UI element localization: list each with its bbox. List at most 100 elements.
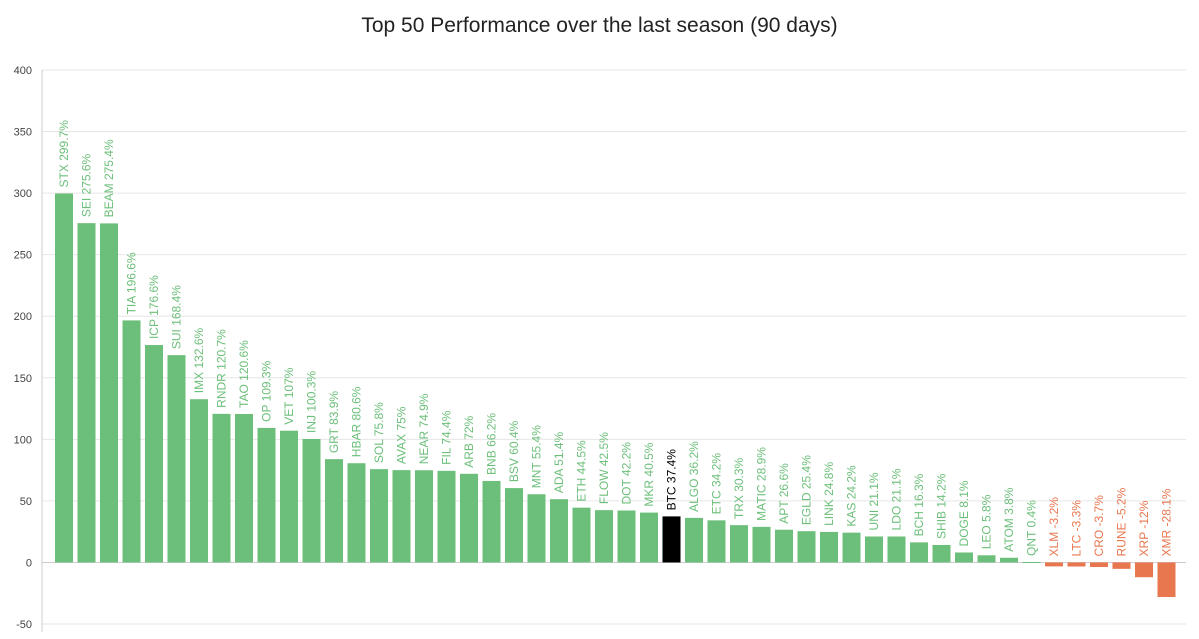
bar-cro: [1090, 562, 1108, 567]
bar-label-arb: ARB 72%: [462, 415, 476, 467]
bar-label-hbar: HBAR 80.6%: [350, 386, 364, 457]
y-tick-label: -50: [16, 619, 32, 631]
bar-label-bsv: BSV 60.4%: [507, 420, 521, 482]
bar-apt: [775, 529, 793, 563]
bar-label-rndr: RNDR 120.7%: [215, 329, 229, 408]
bar-label-ada: ADA 51.4%: [552, 431, 566, 493]
bar-label-sei: SEI 275.6%: [80, 153, 94, 217]
bar-label-fil: FIL 74.4%: [440, 410, 454, 465]
y-tick-label: 0: [26, 557, 32, 569]
bar-kas: [842, 532, 861, 563]
bar-ldo: [887, 536, 906, 563]
bar-label-mkr: MKR 40.5%: [642, 442, 656, 506]
y-tick-label: 50: [20, 496, 32, 508]
bar-label-sol: SOL 75.8%: [372, 402, 386, 463]
bar-label-tao: TAO 120.6%: [237, 340, 251, 408]
bar-ada: [550, 499, 568, 563]
bar-stx: [55, 193, 73, 563]
bar-leo: [977, 555, 996, 563]
chart-title: Top 50 Performance over the last season …: [361, 14, 838, 37]
bar-label-bnb: BNB 66.2%: [485, 413, 499, 475]
y-tick-label: 100: [14, 434, 32, 446]
bar-label-sui: SUI 168.4%: [170, 285, 184, 349]
bar-label-near: NEAR 74.9%: [417, 393, 431, 464]
bar-sui: [167, 355, 186, 563]
bar-trx: [730, 525, 748, 563]
bar-tia: [122, 320, 141, 563]
bar-label-stx: STX 299.7%: [57, 120, 71, 188]
bar-label-avax: AVAX 75%: [395, 406, 409, 464]
bar-label-mnt: MNT 55.4%: [530, 425, 544, 488]
y-tick-label: 150: [14, 373, 32, 385]
y-tick-label: 200: [14, 311, 32, 323]
bar-label-qnt: QNT 0.4%: [1025, 500, 1039, 556]
bar-hbar: [347, 463, 366, 563]
bar-uni: [865, 536, 883, 563]
bar-bch: [910, 542, 928, 563]
bar-arb: [460, 473, 478, 563]
bar-algo: [685, 517, 703, 563]
bar-label-vet: VET 107%: [282, 367, 296, 424]
bar-avax: [392, 470, 411, 563]
bar-label-algo: ALGO 36.2%: [687, 441, 701, 512]
bar-label-bch: BCH 16.3%: [912, 473, 926, 536]
bar-label-cro: CRO -3.7%: [1092, 495, 1106, 557]
bar-ltc: [1067, 562, 1086, 567]
bar-flow: [595, 510, 613, 563]
bar-bsv: [505, 488, 523, 563]
bar-label-eth: ETH 44.5%: [575, 440, 589, 502]
bar-sol: [370, 469, 388, 563]
bar-label-op: OP 109.3%: [260, 360, 274, 421]
y-tick-label: 350: [14, 127, 32, 139]
bar-label-xrp: XRP -12%: [1137, 500, 1151, 556]
bar-mnt: [527, 494, 546, 563]
bar-xlm: [1045, 562, 1063, 567]
bar-label-xmr: XMR -28.1%: [1160, 488, 1174, 556]
bar-sei: [77, 223, 96, 563]
bar-tao: [235, 413, 253, 563]
bar-icp: [145, 345, 163, 563]
bar-label-flow: FLOW 42.5%: [597, 432, 611, 504]
bar-doge: [955, 552, 973, 563]
bar-label-ldo: LDO 21.1%: [890, 468, 904, 530]
bar-egld: [797, 531, 816, 563]
bar-label-kas: KAS 24.2%: [845, 465, 859, 527]
bar-inj: [302, 438, 321, 563]
bar-label-ltc: LTC -3.3%: [1070, 500, 1084, 557]
bar-label-trx: TRX 30.3%: [732, 457, 746, 519]
bar-labels: STX 299.7% SEI 275.6% BEAM 275.4% TIA 196.6…: [57, 120, 1174, 557]
bar-qnt: [1022, 561, 1041, 563]
bar-rndr: [212, 413, 231, 563]
bar-label-atom: ATOM 3.8%: [1002, 487, 1016, 552]
bar-label-tia: TIA 196.6%: [125, 252, 139, 314]
bar-vet: [280, 430, 298, 563]
bar-fil: [437, 470, 456, 563]
bar-grt: [325, 459, 343, 563]
bar-dot: [617, 510, 636, 563]
bar-label-apt: APT 26.6%: [777, 463, 791, 524]
bar-label-imx: IMX 132.6%: [192, 328, 206, 394]
bar-beam: [100, 223, 118, 563]
bar-mkr: [640, 512, 658, 563]
bar-label-xlm: XLM -3.2%: [1047, 497, 1061, 557]
y-tick-label: 400: [14, 65, 32, 77]
grid-lines: [42, 69, 1186, 625]
bar-label-btc: BTC 37.4%: [665, 449, 679, 511]
y-tick-label: 300: [14, 188, 32, 200]
bar-label-dot: DOT 42.2%: [620, 442, 634, 505]
bar-label-beam: BEAM 275.4%: [102, 139, 116, 217]
bar-label-egld: EGLD 25.4%: [800, 455, 814, 525]
bar-atom: [1000, 557, 1018, 563]
bar-label-rune: RUNE -5.2%: [1115, 487, 1129, 556]
bar-op: [257, 427, 276, 563]
bar-label-shib: SHIB 14.2%: [935, 473, 949, 539]
bar-label-doge: DOGE 8.1%: [957, 480, 971, 546]
bar-label-leo: LEO 5.8%: [980, 494, 994, 549]
y-tick-label: 250: [14, 250, 32, 262]
bar-label-matic: MATIC 28.9%: [755, 447, 769, 521]
bar-label-link: LINK 24.8%: [822, 462, 836, 526]
bar-matic: [752, 526, 771, 563]
bar-label-inj: INJ 100.3%: [305, 371, 319, 433]
bar-etc: [707, 520, 726, 563]
